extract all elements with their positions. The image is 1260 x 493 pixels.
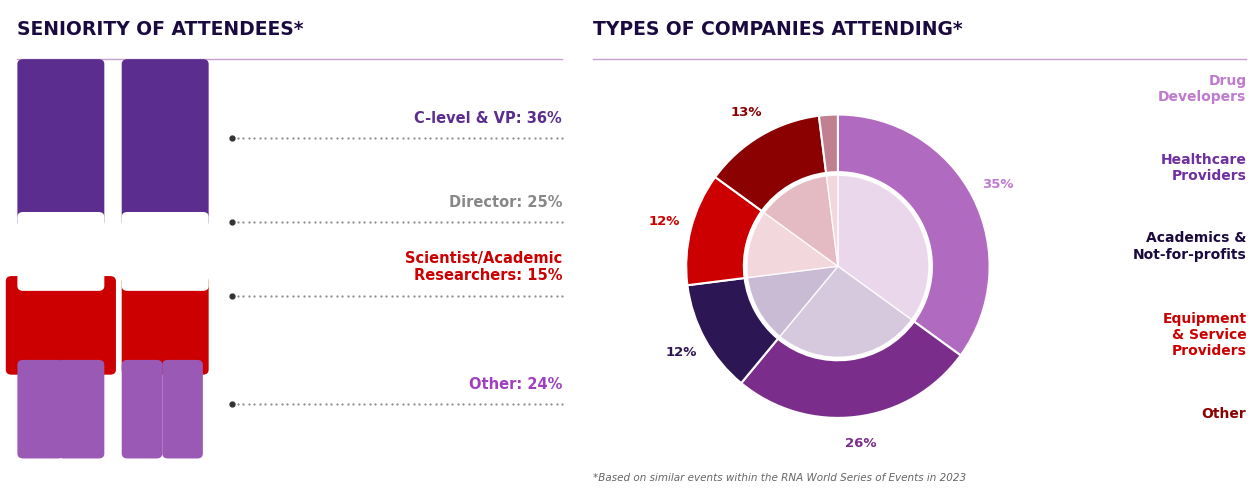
Wedge shape bbox=[819, 114, 838, 173]
Wedge shape bbox=[780, 266, 911, 357]
Text: Academics &
Not-for-profits: Academics & Not-for-profits bbox=[1133, 231, 1246, 262]
Text: Equipment
& Service
Providers: Equipment & Service Providers bbox=[1162, 312, 1246, 358]
FancyBboxPatch shape bbox=[18, 360, 64, 458]
Text: 12%: 12% bbox=[649, 215, 680, 228]
Text: Scientist/Academic
Researchers: 15%: Scientist/Academic Researchers: 15% bbox=[404, 251, 562, 283]
Wedge shape bbox=[827, 175, 838, 266]
Text: 12%: 12% bbox=[665, 346, 697, 359]
FancyBboxPatch shape bbox=[122, 276, 209, 375]
Wedge shape bbox=[747, 212, 838, 278]
FancyBboxPatch shape bbox=[18, 212, 105, 291]
Text: 13%: 13% bbox=[731, 106, 762, 119]
Text: C-level & VP: 36%: C-level & VP: 36% bbox=[415, 111, 562, 126]
Text: Drug
Developers: Drug Developers bbox=[1158, 73, 1246, 104]
Text: Healthcare
Providers: Healthcare Providers bbox=[1160, 152, 1246, 183]
FancyBboxPatch shape bbox=[163, 360, 203, 458]
Wedge shape bbox=[838, 175, 929, 320]
Text: Other: 24%: Other: 24% bbox=[469, 377, 562, 392]
Wedge shape bbox=[747, 266, 838, 336]
Text: *Based on similar events within the RNA World Series of Events in 2023: *Based on similar events within the RNA … bbox=[593, 473, 966, 483]
Text: Director: 25%: Director: 25% bbox=[449, 195, 562, 210]
Text: TYPES OF COMPANIES ATTENDING*: TYPES OF COMPANIES ATTENDING* bbox=[593, 20, 963, 39]
Text: Other: Other bbox=[1202, 407, 1246, 421]
Wedge shape bbox=[687, 177, 762, 285]
Text: 26%: 26% bbox=[844, 437, 876, 450]
Wedge shape bbox=[741, 321, 960, 418]
Wedge shape bbox=[765, 176, 838, 266]
Wedge shape bbox=[716, 116, 827, 211]
FancyBboxPatch shape bbox=[122, 360, 163, 458]
FancyBboxPatch shape bbox=[6, 276, 116, 375]
FancyBboxPatch shape bbox=[122, 212, 209, 291]
FancyBboxPatch shape bbox=[58, 360, 105, 458]
Wedge shape bbox=[838, 114, 989, 355]
FancyBboxPatch shape bbox=[122, 59, 209, 227]
FancyBboxPatch shape bbox=[18, 59, 105, 227]
Text: 35%: 35% bbox=[982, 178, 1013, 191]
Wedge shape bbox=[688, 278, 777, 383]
Text: SENIORITY OF ATTENDEES*: SENIORITY OF ATTENDEES* bbox=[18, 20, 304, 39]
